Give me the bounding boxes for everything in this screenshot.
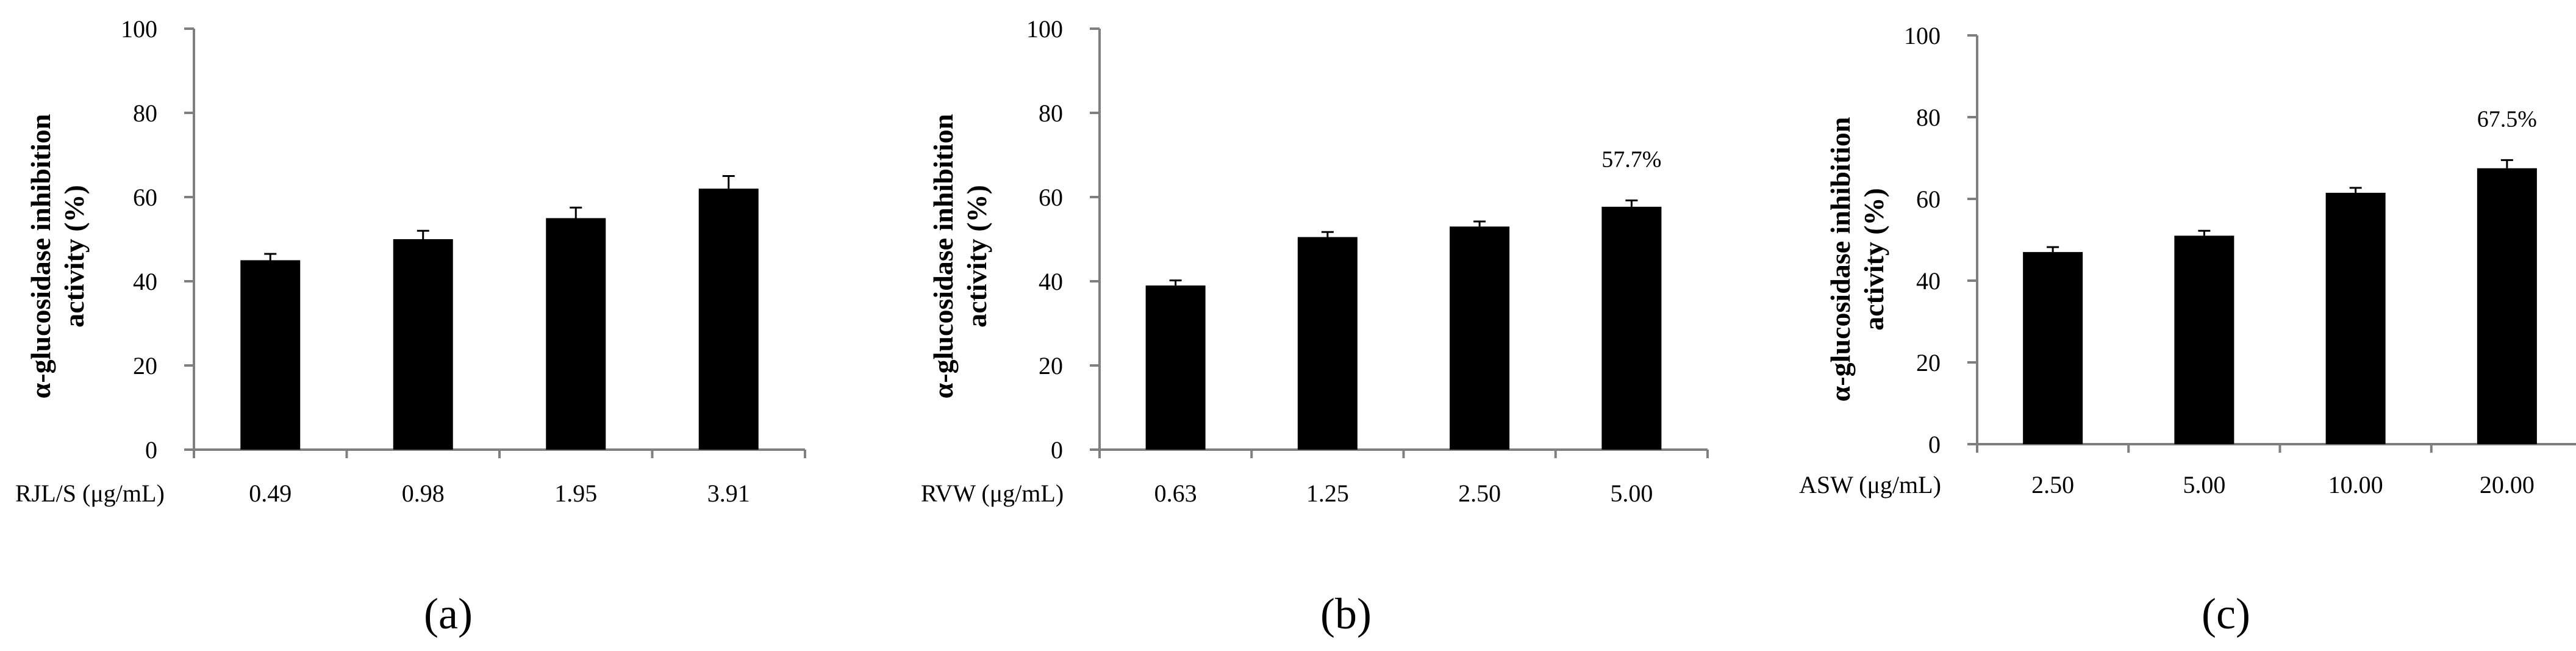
- bar: [1297, 237, 1358, 450]
- y-tick-label: 20: [1916, 349, 1941, 376]
- x-tick-label: 5.00: [2183, 471, 2225, 498]
- chart-panel-a: α-glucosidase inhibition activity (%) RJ…: [15, 15, 806, 638]
- x-axis-label: RJL/S (μg/mL): [15, 480, 165, 507]
- y-tick-label: 100: [121, 15, 157, 43]
- panel-label: (b): [1320, 589, 1372, 638]
- y-tick-label: 40: [1916, 267, 1941, 295]
- y-tick-label: 40: [1039, 268, 1063, 295]
- y-tick-label: 0: [1051, 436, 1063, 464]
- bar: [2325, 192, 2386, 444]
- y-axis-label-line1: α-glucosidase inhibition: [1825, 117, 1856, 402]
- x-tick-label: 20.00: [2480, 471, 2535, 498]
- y-tick-label: 0: [1928, 431, 1941, 458]
- chart-panel-b: α-glucosidase inhibition activity (%) RV…: [921, 15, 1709, 638]
- y-tick-label: 80: [133, 99, 157, 127]
- y-tick-label: 20: [1039, 352, 1063, 379]
- y-tick-label: 80: [1039, 99, 1063, 127]
- x-tick-label: 1.95: [554, 480, 597, 507]
- y-tick-label: 60: [1916, 185, 1941, 213]
- data-label: 67.5%: [2477, 106, 2537, 132]
- y-axis-label-line2: activity (%): [961, 185, 992, 328]
- bar: [2174, 236, 2234, 444]
- y-axis-label-line1: α-glucosidase inhibition: [928, 114, 959, 399]
- bar: [698, 189, 759, 450]
- y-tick-label: 40: [133, 268, 157, 295]
- x-tick-label: 3.91: [707, 480, 750, 507]
- y-axis-label-line2: activity (%): [59, 185, 90, 328]
- y-axis-label-line2: activity (%): [1858, 188, 1889, 331]
- y-axis-label-line1: α-glucosidase inhibition: [25, 114, 56, 399]
- chart-panel-c: α-glucosidase inhibition activity (%) AS…: [1799, 22, 2576, 638]
- bar: [1601, 206, 1662, 450]
- bar: [393, 239, 453, 450]
- x-axis-label: ASW (μg/mL): [1799, 471, 1941, 498]
- x-tick-label: 1.25: [1306, 480, 1349, 507]
- x-tick-label: 2.50: [2031, 471, 2074, 498]
- bar: [240, 260, 301, 450]
- data-label: 57.7%: [1601, 147, 1661, 173]
- y-tick-label: 100: [1026, 15, 1063, 43]
- y-tick-label: 100: [1904, 22, 1941, 49]
- y-tick-label: 0: [145, 436, 157, 464]
- bar: [2477, 168, 2537, 444]
- bar: [1145, 285, 1206, 450]
- bar: [546, 218, 606, 450]
- x-tick-label: 2.50: [1458, 480, 1501, 507]
- x-axis-label: RVW (μg/mL): [921, 480, 1064, 507]
- x-tick-label: 5.00: [1610, 480, 1653, 507]
- y-tick-label: 60: [1039, 184, 1063, 211]
- x-tick-label: 0.98: [402, 480, 445, 507]
- x-tick-label: 0.49: [249, 480, 292, 507]
- panel-label: (c): [2202, 589, 2250, 638]
- y-tick-label: 60: [133, 184, 157, 211]
- bar: [2023, 252, 2083, 444]
- bar: [1450, 226, 1510, 450]
- x-tick-label: 0.63: [1154, 480, 1197, 507]
- x-tick-label: 10.00: [2328, 471, 2383, 498]
- y-tick-label: 20: [133, 352, 157, 379]
- panel-label: (a): [424, 589, 473, 638]
- y-tick-label: 80: [1916, 104, 1941, 131]
